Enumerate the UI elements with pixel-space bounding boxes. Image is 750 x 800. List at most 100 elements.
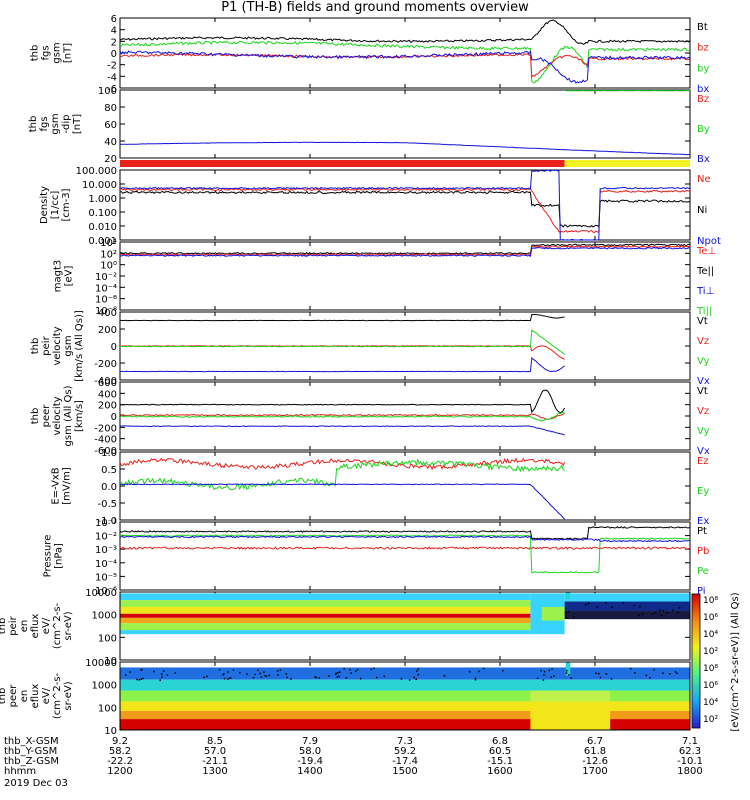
- legend-Ey: Ey: [697, 486, 709, 497]
- y-tick-label: 200: [98, 401, 117, 412]
- spec-speckle: [140, 669, 142, 671]
- y-axis-label: Pressure: [43, 535, 54, 578]
- xaxis-value: 1400: [297, 766, 322, 777]
- spec-speckle: [260, 676, 263, 678]
- spec-speckle: [327, 675, 330, 677]
- spec-speckle: [285, 673, 288, 675]
- xaxis-value: 1200: [107, 766, 132, 777]
- spec-speckle: [264, 675, 266, 677]
- spec-speckle: [645, 674, 648, 677]
- spec-speckle: [349, 668, 351, 671]
- spec-speckle: [550, 676, 552, 678]
- spec-speckle: [677, 611, 679, 613]
- xaxis-value: 7.9: [302, 736, 318, 747]
- spec-speckle: [257, 669, 259, 672]
- y-tick-label: 10⁻⁶: [95, 295, 117, 306]
- series-peir-Vx: [119, 356, 565, 373]
- spec-band: [565, 592, 571, 599]
- y-axis-label: eV/: [41, 617, 52, 634]
- legend-Pi: Pi: [697, 586, 706, 597]
- xaxis-value: 60.5: [489, 746, 511, 757]
- y-axis-label: en: [19, 690, 30, 703]
- y-tick-label: 10⁴: [100, 238, 117, 249]
- y-axis-label: [cm-3]: [61, 188, 72, 221]
- y-tick-label: -200: [94, 423, 117, 434]
- spectrogram-peir: [119, 591, 691, 661]
- y-tick-label: 10⁻¹: [95, 518, 117, 529]
- y-tick-label: 100.000: [76, 166, 117, 177]
- spec-speckle: [641, 612, 644, 615]
- spectrogram-peer: [119, 661, 691, 731]
- panel-fgs-gsm-lin: 100 80 60 40 20 thb fgs gsm -dip [nT] Bz By Bx: [28, 86, 710, 165]
- xaxis-value: 58.2: [109, 746, 131, 757]
- series-peir-Vt: [119, 313, 565, 322]
- colorbar-tick-label: 10²: [703, 715, 718, 725]
- legend-Bt: Bt: [697, 22, 708, 33]
- y-axis-label: sr-eV): [63, 681, 74, 710]
- spec-speckle: [318, 677, 321, 679]
- y-tick-label: 200: [98, 325, 117, 336]
- series-by: [119, 40, 691, 84]
- y-axis-label: peer: [41, 404, 52, 428]
- y-tick-label: 100: [98, 86, 117, 97]
- spec-speckle: [239, 671, 241, 674]
- legend-bx: bx: [697, 84, 709, 95]
- spec-speckle: [290, 678, 292, 680]
- xaxis-value: 1300: [202, 766, 227, 777]
- y-tick-label: 10000: [85, 588, 117, 599]
- spec-speckle: [543, 674, 545, 676]
- spec-speckle: [587, 602, 590, 605]
- y-tick-label: 6: [111, 14, 117, 25]
- spec-speckle: [553, 675, 555, 677]
- series-Npot: [119, 169, 691, 241]
- spec-band: [530, 701, 611, 730]
- xaxis-value: -15.1: [487, 756, 513, 767]
- legend-Npot: Npot: [697, 236, 721, 247]
- y-axis-label: velocity: [52, 396, 63, 435]
- xaxis-value: -10.1: [677, 756, 703, 767]
- legend-Vy: Vy: [697, 426, 710, 437]
- series-Pt: [119, 526, 691, 540]
- spec-speckle: [334, 673, 337, 676]
- spec-speckle: [443, 674, 446, 677]
- y-axis-label: thb: [30, 338, 41, 355]
- spec-speckle: [417, 668, 420, 670]
- y-axis-label: [nPa]: [54, 543, 65, 569]
- spec-speckle: [674, 671, 677, 673]
- spec-speckle: [375, 676, 378, 679]
- spec-speckle: [565, 672, 568, 674]
- series-Pe: [119, 534, 691, 574]
- spec-speckle: [252, 677, 255, 679]
- spec-speckle: [229, 677, 231, 679]
- spec-speckle: [336, 676, 339, 678]
- y-tick-label: 10⁻⁴: [95, 283, 117, 294]
- colorbar: 10⁸ 10⁶ 10⁴ 10² 10⁸ 10⁶ 10⁴ 10² [eV/(cm^2-s-sr-e…: [691, 592, 741, 732]
- spec-speckle: [222, 672, 225, 675]
- y-tick-label: -600: [94, 446, 117, 457]
- spec-speckle: [660, 614, 663, 616]
- y-axis-label: [eV]: [64, 266, 75, 287]
- status-bar-red: [120, 160, 565, 167]
- series-Tiperp: [119, 246, 691, 257]
- legend-Vx: Vx: [697, 376, 710, 387]
- spec-speckle: [142, 677, 144, 680]
- series-Ni: [120, 190, 691, 228]
- y-tick-label: 10: [104, 726, 117, 737]
- spec-speckle: [565, 611, 568, 614]
- legend-By: By: [697, 124, 710, 135]
- y-axis-label: (cm^2-s-: [52, 672, 63, 719]
- spec-band: [120, 690, 690, 702]
- spec-band: [541, 606, 565, 621]
- xaxis-value: 7.1: [682, 736, 698, 747]
- y-tick-label: 1000: [92, 681, 117, 692]
- series-peir-Vz: [119, 345, 565, 360]
- panel-density: 100.000 10.000 1.000 0.100 0.010 0.001 Density…: [39, 166, 721, 247]
- spec-speckle: [161, 676, 163, 678]
- colorbar-tick-label: 10²: [703, 647, 718, 657]
- legend-Vz: Vz: [697, 406, 709, 417]
- spec-speckle: [124, 674, 127, 676]
- spec-speckle: [356, 668, 359, 671]
- spec-speckle: [160, 673, 163, 675]
- y-axis-label: [1/cc]: [50, 191, 61, 220]
